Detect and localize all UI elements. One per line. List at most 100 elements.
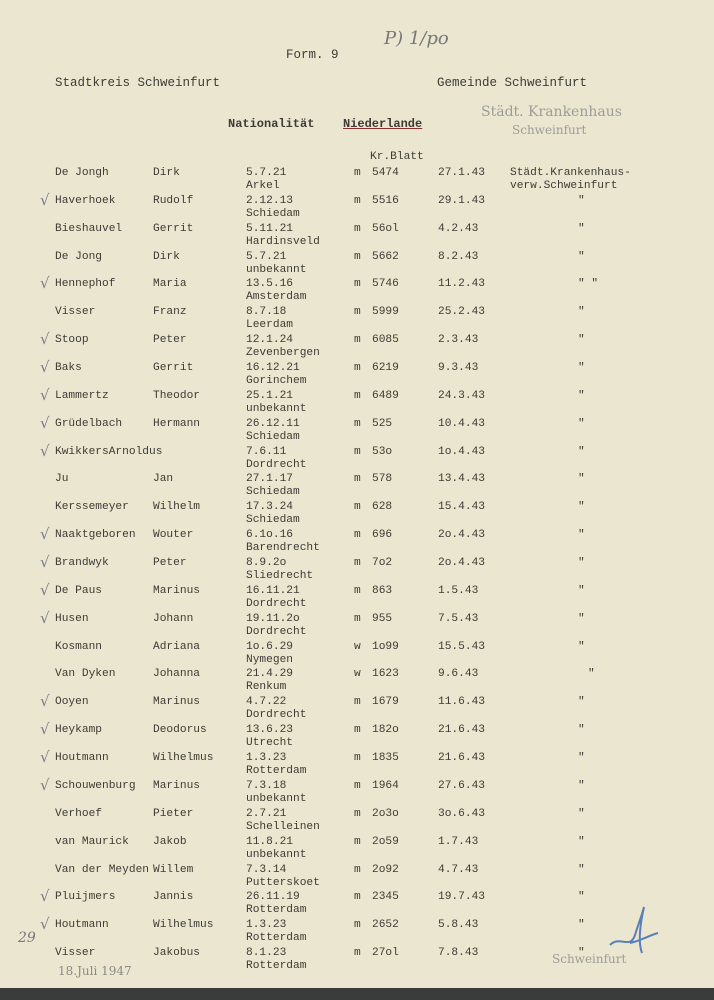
cell-date: 21.6.43 (438, 752, 485, 765)
column-header-kr-blatt: Kr.Blatt (370, 151, 424, 163)
cell-remark: " (578, 779, 585, 792)
cell-remark: " (578, 584, 585, 597)
cell-surname: De Jong (55, 250, 102, 263)
cell-sex: m (354, 557, 361, 570)
cell-surname: Kosmann (55, 640, 102, 653)
cell-date: 13.4.43 (438, 473, 485, 486)
cell-birthplace: Schiedam (246, 430, 300, 443)
checkmark-icon: √ (40, 608, 50, 627)
checkmark-icon: √ (40, 887, 50, 906)
cell-first: Deodorus (153, 724, 207, 737)
cell-remark: " (578, 863, 585, 876)
cell-sex: m (354, 529, 361, 542)
cell-sex: m (354, 306, 361, 319)
cell-first: Jakob (153, 835, 187, 848)
cell-date: 29.1.43 (438, 194, 485, 207)
cell-birthplace: Barendrecht (246, 542, 320, 555)
cell-birthplace: unbekannt (246, 848, 307, 861)
cell-date: 1.7.43 (438, 835, 479, 848)
cell-date: 27.1.43 (438, 167, 485, 179)
cell-remark: " (578, 557, 585, 570)
cell-birthplace: unbekannt (246, 402, 307, 415)
cell-remark: " (578, 334, 585, 347)
cell-birthplace: unbekannt (246, 263, 307, 276)
cell-first: Johann (153, 612, 194, 625)
cell-birthplace: Amsterdam (246, 291, 307, 304)
cell-sex: m (354, 417, 361, 430)
cell-nr: 5662 (372, 250, 399, 263)
cell-date: 15.5.43 (438, 640, 485, 653)
cell-first: Jan (153, 473, 174, 486)
cell-first: Wilhelmus (153, 919, 214, 932)
cell-first: Franz (153, 306, 187, 319)
cell-birthplace: Zevenbergen (246, 347, 320, 360)
cell-remark: " (578, 417, 585, 430)
cell-birthplace: Schelleinen (246, 820, 320, 833)
cell-birthplace: unbekannt (246, 792, 307, 805)
checkmark-icon: √ (40, 441, 50, 460)
cell-date: 1.5.43 (438, 584, 479, 597)
cell-dob: 6.1o.16 (246, 529, 293, 542)
cell-date: 15.4.43 (438, 501, 485, 514)
cell-nr: 2345 (372, 891, 399, 904)
bottom-stamp: Schweinfurt (552, 952, 627, 966)
cell-sex: m (354, 584, 361, 597)
cell-dob: 2.12.13 (246, 194, 293, 207)
cell-dob: 17.3.24 (246, 501, 293, 514)
cell-surname: Bieshauvel (55, 222, 123, 235)
cell-surname: Houtmann (55, 919, 109, 932)
cell-birthplace: Schiedam (246, 207, 300, 220)
cell-sex: m (354, 334, 361, 347)
cell-surname: Houtmann (55, 752, 109, 765)
cell-dob: 5.11.21 (246, 222, 293, 235)
checkmark-icon: √ (40, 692, 50, 711)
date-stamp: 18.Juli 1947 (58, 964, 132, 978)
cell-remark: " (578, 473, 585, 486)
cell-first: Johanna (153, 668, 200, 681)
cell-remark: " (578, 389, 585, 402)
cell-surname: Schouwenburg (55, 779, 136, 792)
checkmark-icon: √ (40, 413, 50, 432)
cell-first: Peter (153, 334, 187, 347)
cell-dob: 12.1.24 (246, 334, 293, 347)
cell-nr: 578 (372, 473, 393, 486)
cell-sex: m (354, 278, 361, 291)
cell-nr: 1964 (372, 779, 399, 792)
cell-dob: 5.7.21 (246, 167, 287, 179)
cell-sex: m (354, 863, 361, 876)
cell-surname: Ju (55, 473, 69, 486)
cell-dob: 16.11.21 (246, 584, 300, 597)
cell-remark-line2: verw.Schweinfurt (510, 180, 618, 192)
cell-sex: m (354, 752, 361, 765)
cell-date: 21.6.43 (438, 724, 485, 737)
cell-remark: " (578, 194, 585, 207)
cell-sex: m (354, 501, 361, 514)
cell-nr: 56ol (372, 222, 399, 235)
nationality-label: Nationalität (228, 117, 315, 131)
cell-birthplace: Dordrecht (246, 709, 307, 722)
stadtkreis: Stadtkreis Schweinfurt (55, 76, 221, 90)
checkmark-icon: √ (40, 720, 50, 739)
cell-surname: De Jongh (55, 167, 109, 179)
cell-date: 2.3.43 (438, 334, 479, 347)
cell-dob: 25.1.21 (246, 389, 293, 402)
cell-date: 10.4.43 (438, 417, 485, 430)
cell-date: 25.2.43 (438, 306, 485, 319)
cell-sex: m (354, 389, 361, 402)
cell-dob: 19.11.2o (246, 612, 300, 625)
cell-sex: m (354, 194, 361, 207)
cell-first: Marinus (153, 779, 200, 792)
cell-birthplace: Rotterdam (246, 932, 307, 945)
cell-surname: Van der Meyden (55, 863, 149, 876)
cell-date: 4.7.43 (438, 863, 479, 876)
cell-remark: " (578, 306, 585, 319)
cell-birthplace: Schiedam (246, 514, 300, 527)
cell-date: 2o.4.43 (438, 557, 485, 570)
cell-birthplace: Leerdam (246, 319, 293, 332)
cell-sex: m (354, 724, 361, 737)
cell-first: Marinus (153, 696, 200, 709)
cell-surname: Grüdelbach (55, 417, 123, 430)
cell-date: 7.5.43 (438, 612, 479, 625)
cell-nr: 955 (372, 612, 393, 625)
cell-nr: 1o99 (372, 640, 399, 653)
